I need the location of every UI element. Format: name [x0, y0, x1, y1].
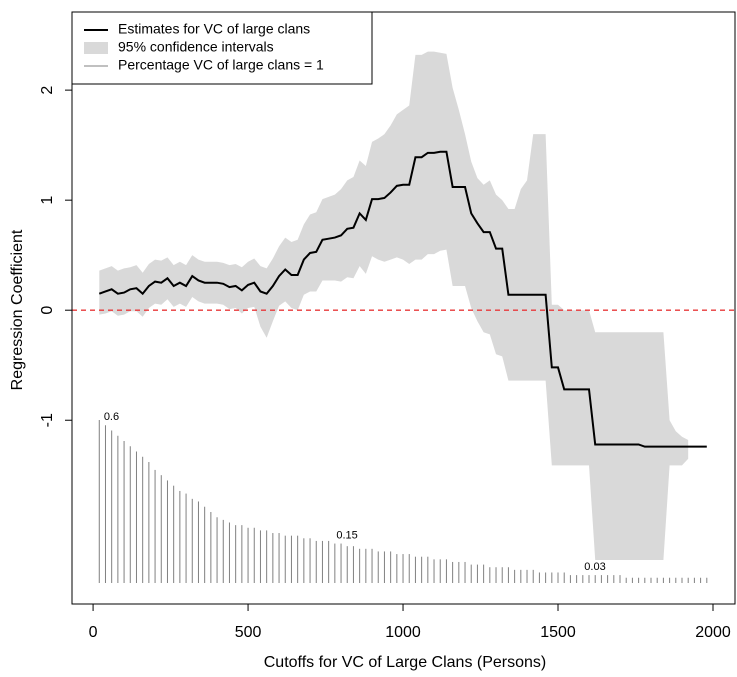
- confidence-band: [99, 51, 689, 560]
- x-tick-label: 1500: [540, 624, 576, 641]
- x-tick-label: 500: [235, 624, 262, 641]
- data-label: 0.6: [104, 411, 119, 423]
- estimate-line: [98, 150, 707, 448]
- x-axis-label: Cutoffs for VC of Large Clans (Persons): [264, 654, 547, 671]
- legend-box: [71, 11, 373, 85]
- x-tick-label: 1000: [385, 624, 421, 641]
- y-tick-label: 2: [39, 86, 56, 95]
- y-axis-label: Regression Coefficient: [9, 229, 26, 390]
- data-label: 0.15: [336, 529, 357, 541]
- x-tick-label: 0: [89, 624, 98, 641]
- legend-label: Percentage VC of large clans = 1: [118, 57, 324, 73]
- data-label: 0.03: [584, 561, 605, 573]
- y-tick-label: 0: [39, 306, 56, 315]
- legend-label: 95% confidence intervals: [118, 39, 274, 55]
- x-tick-label: 2000: [695, 624, 731, 641]
- legend-label: Estimates for VC of large clans: [118, 21, 310, 37]
- y-tick-label: -1: [39, 413, 56, 427]
- y-tick-label: 1: [39, 196, 56, 205]
- legend-swatch: [84, 42, 108, 54]
